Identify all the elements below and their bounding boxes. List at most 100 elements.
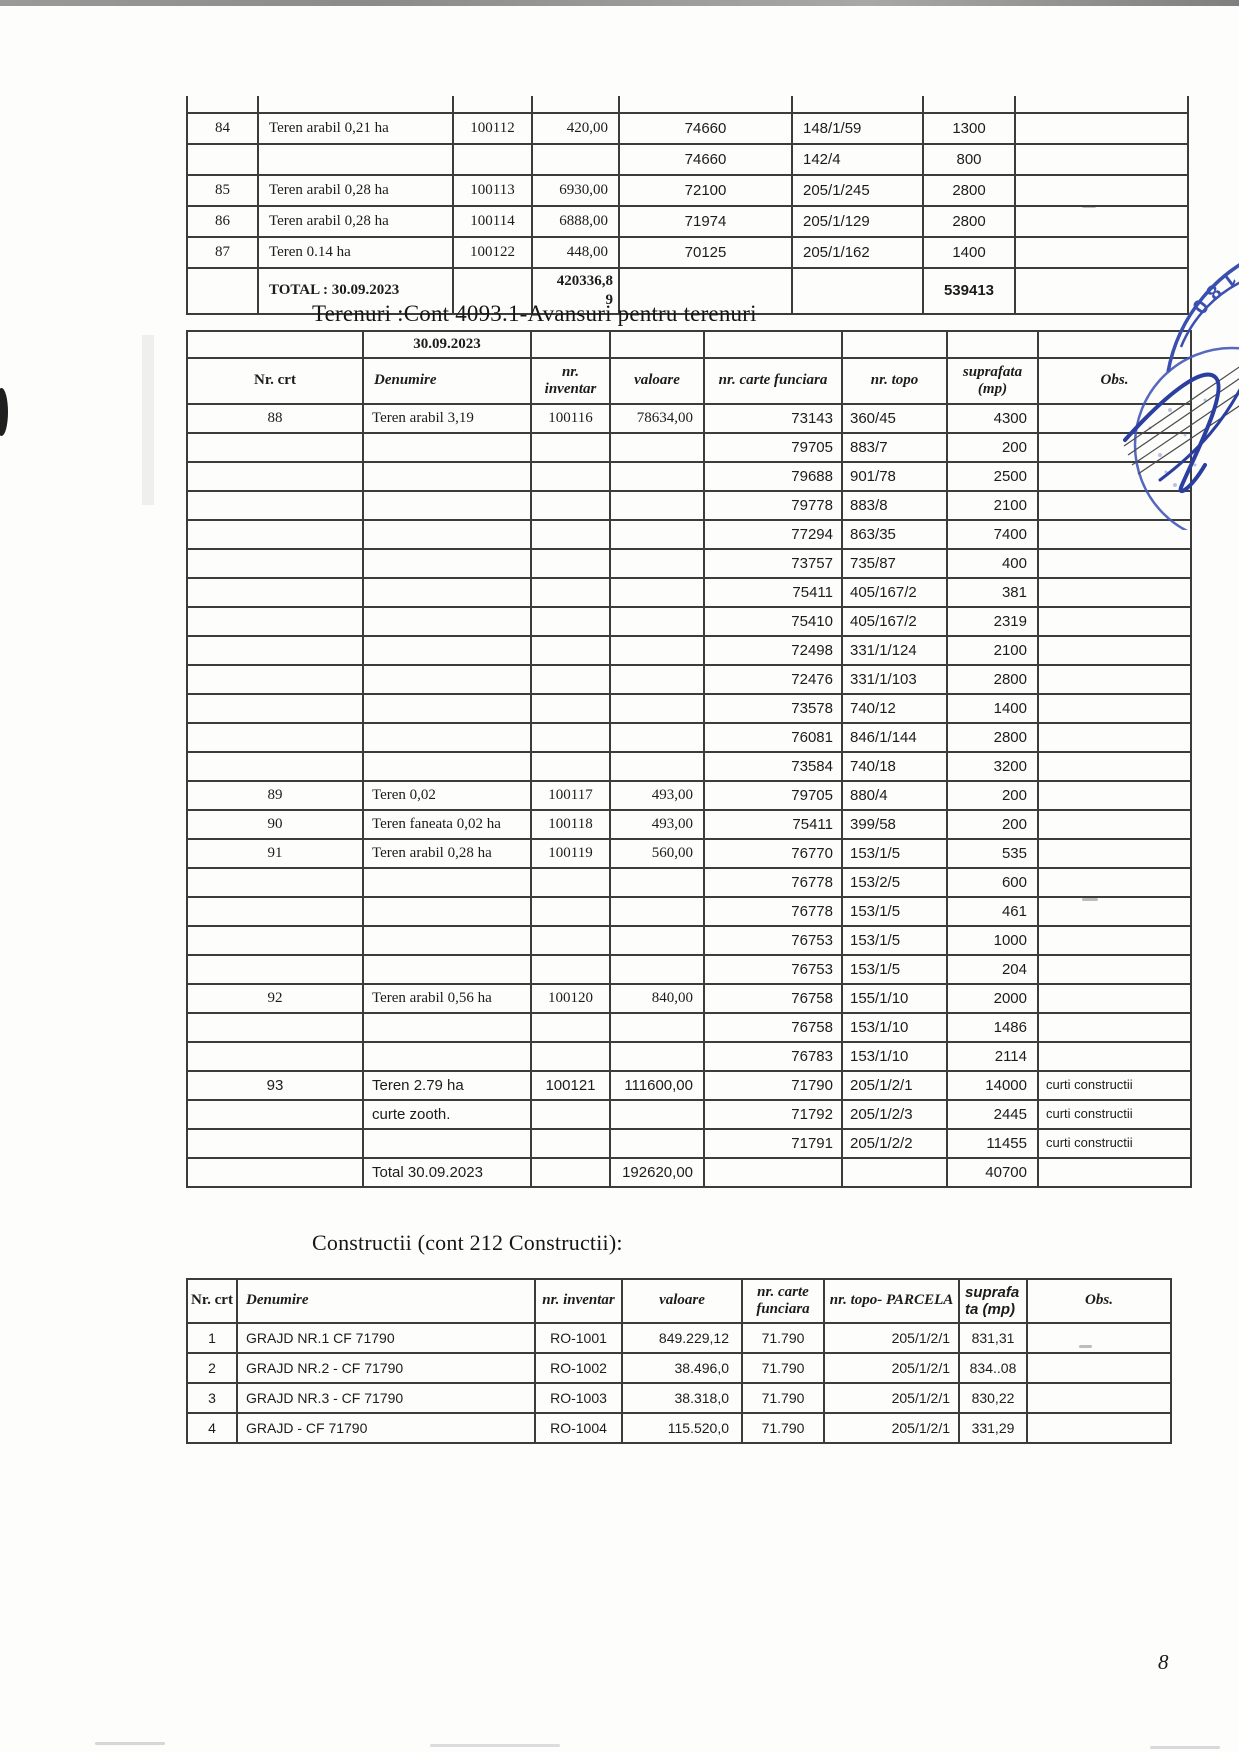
cell-nr-topo: 142/4 <box>791 143 924 176</box>
header-denumire: Denumire <box>236 1278 536 1324</box>
table-row: TOTAL : 30.09.2023 420336,8 9 539413 <box>186 267 1189 315</box>
cell-nr-topo <box>791 267 924 315</box>
cell-valoare <box>609 548 705 579</box>
cell-nr-crt: 3 <box>186 1382 238 1414</box>
cell-empty <box>530 330 611 359</box>
cell-valoare <box>609 490 705 521</box>
cell-valoare <box>609 751 705 782</box>
cell-valoare: 38.496,0 <box>621 1352 743 1384</box>
cell-nr-inventar: 100114 <box>452 205 533 238</box>
cell-obs <box>1037 838 1192 869</box>
cell-suprafata: 1400 <box>922 236 1016 269</box>
table-row: 74660 142/4 800 <box>186 143 1189 176</box>
cell-nr-inventar <box>452 96 533 114</box>
cell-suprafata: 14000 <box>946 1070 1039 1101</box>
cell-nr-carte-funciara: 74660 <box>618 143 793 176</box>
cell-suprafata: 2500 <box>946 461 1039 492</box>
cell-nr-crt <box>186 267 259 315</box>
cell-valoare: 6888,00 <box>531 205 620 238</box>
cell-denumire <box>362 461 532 492</box>
table-row: 76081 846/1/144 2800 <box>186 722 1192 753</box>
cell-nr-crt: 89 <box>186 780 364 811</box>
cell-suprafata: 830,22 <box>958 1382 1028 1414</box>
cell-nr-carte-funciara: 79705 <box>703 780 843 811</box>
table-row: 76778 153/1/5 461 <box>186 896 1192 927</box>
cell-denumire: Teren 2.79 ha <box>362 1070 532 1101</box>
cell-nr-topo: 405/167/2 <box>841 577 948 608</box>
cell-denumire <box>362 1128 532 1159</box>
cell-nr-inventar: RO-1002 <box>534 1352 623 1384</box>
cell-valoare: 840,00 <box>609 983 705 1014</box>
table-row: 75411 405/167/2 381 <box>186 577 1192 608</box>
cell-obs <box>1014 236 1189 269</box>
cell-suprafata: 381 <box>946 577 1039 608</box>
cell-nr-crt <box>186 867 364 898</box>
cell-nr-crt <box>186 577 364 608</box>
cell-nr-inventar <box>530 1012 611 1043</box>
cell-nr-crt <box>186 1099 364 1130</box>
cell-valoare: 115.520,0 <box>621 1412 743 1444</box>
cell-nr-carte-funciara: 72100 <box>618 174 793 207</box>
cell-valoare <box>609 925 705 956</box>
terenuri-avansuri-table: 30.09.2023 Nr. crt Denumire nr. inventar… <box>186 330 1192 1188</box>
cell-valoare <box>609 577 705 608</box>
cell-nr-carte-funciara: 76081 <box>703 722 843 753</box>
cell-nr-topo: 846/1/144 <box>841 722 948 753</box>
cell-nr-crt <box>186 722 364 753</box>
cell-nr-carte-funciara: 75411 <box>703 809 843 840</box>
table-row: 73584 740/18 3200 <box>186 751 1192 782</box>
cell-nr-topo: 153/1/10 <box>841 1041 948 1072</box>
cell-nr-crt <box>186 693 364 724</box>
cell-denumire <box>362 954 532 985</box>
cell-obs <box>1037 983 1192 1014</box>
table-date-row: 30.09.2023 <box>186 330 1192 359</box>
cell-nr-crt: 92 <box>186 983 364 1014</box>
cell-nr-topo: 205/1/2/3 <box>841 1099 948 1130</box>
cell-valoare: 192620,00 <box>609 1157 705 1188</box>
constructii-table: Nr. crt Denumire nr. inventar valoare nr… <box>186 1278 1172 1444</box>
table-row: 87 Teren 0.14 ha 100122 448,00 70125 205… <box>186 236 1189 269</box>
cell-suprafata: 204 <box>946 954 1039 985</box>
cell-nr-inventar: 100121 <box>530 1070 611 1101</box>
cell-nr-inventar <box>530 1099 611 1130</box>
cell-nr-topo: 153/2/5 <box>841 867 948 898</box>
cell-nr-carte-funciara: 74660 <box>618 112 793 145</box>
cell-nr-crt: 84 <box>186 112 259 145</box>
cell-nr-carte-funciara: 76778 <box>703 867 843 898</box>
cell-obs <box>1014 96 1189 114</box>
header-suprafata: suprafata (mp) <box>946 357 1039 405</box>
cell-nr-inventar <box>530 1041 611 1072</box>
header-denumire: Denumire <box>362 357 532 405</box>
cell-denumire <box>362 577 532 608</box>
cell-denumire: GRAJD NR.3 - CF 71790 <box>236 1382 536 1414</box>
section-title-constructii: Constructii (cont 212 Constructii): <box>312 1230 623 1255</box>
cell-denumire: Teren arabil 0,28 ha <box>257 205 454 238</box>
cell-nr-crt: 87 <box>186 236 259 269</box>
table-row: 2 GRAJD NR.2 - CF 71790 RO-1002 38.496,0… <box>186 1352 1172 1384</box>
cell-nr-inventar <box>530 461 611 492</box>
cell-nr-topo: 399/58 <box>841 809 948 840</box>
cell-nr-crt <box>186 461 364 492</box>
cell-suprafata: 600 <box>946 867 1039 898</box>
cell-nr-carte-funciara: 76753 <box>703 954 843 985</box>
cell-nr-inventar: 100116 <box>530 403 611 434</box>
cell-nr-carte-funciara: 76770 <box>703 838 843 869</box>
cell-nr-crt <box>186 432 364 463</box>
cell-nr-inventar: 100120 <box>530 983 611 1014</box>
cell-suprafata: 1486 <box>946 1012 1039 1043</box>
cell-denumire <box>362 432 532 463</box>
table-row <box>186 96 1189 114</box>
cell-nr-inventar: 100118 <box>530 809 611 840</box>
cell-suprafata: 7400 <box>946 519 1039 550</box>
cell-nr-carte-funciara <box>618 96 793 114</box>
header-valoare: valoare <box>621 1278 743 1324</box>
cell-obs <box>1037 606 1192 637</box>
cell-nr-carte-funciara: 72476 <box>703 664 843 695</box>
table-row: 93 Teren 2.79 ha 100121 111600,00 71790 … <box>186 1070 1192 1101</box>
cell-denumire: Teren arabil 0,28 ha <box>362 838 532 869</box>
cell-valoare <box>609 606 705 637</box>
cell-suprafata: 200 <box>946 809 1039 840</box>
cell-valoare: 111600,00 <box>609 1070 705 1101</box>
cell-nr-inventar <box>452 143 533 176</box>
cell-nr-carte-funciara: 70125 <box>618 236 793 269</box>
